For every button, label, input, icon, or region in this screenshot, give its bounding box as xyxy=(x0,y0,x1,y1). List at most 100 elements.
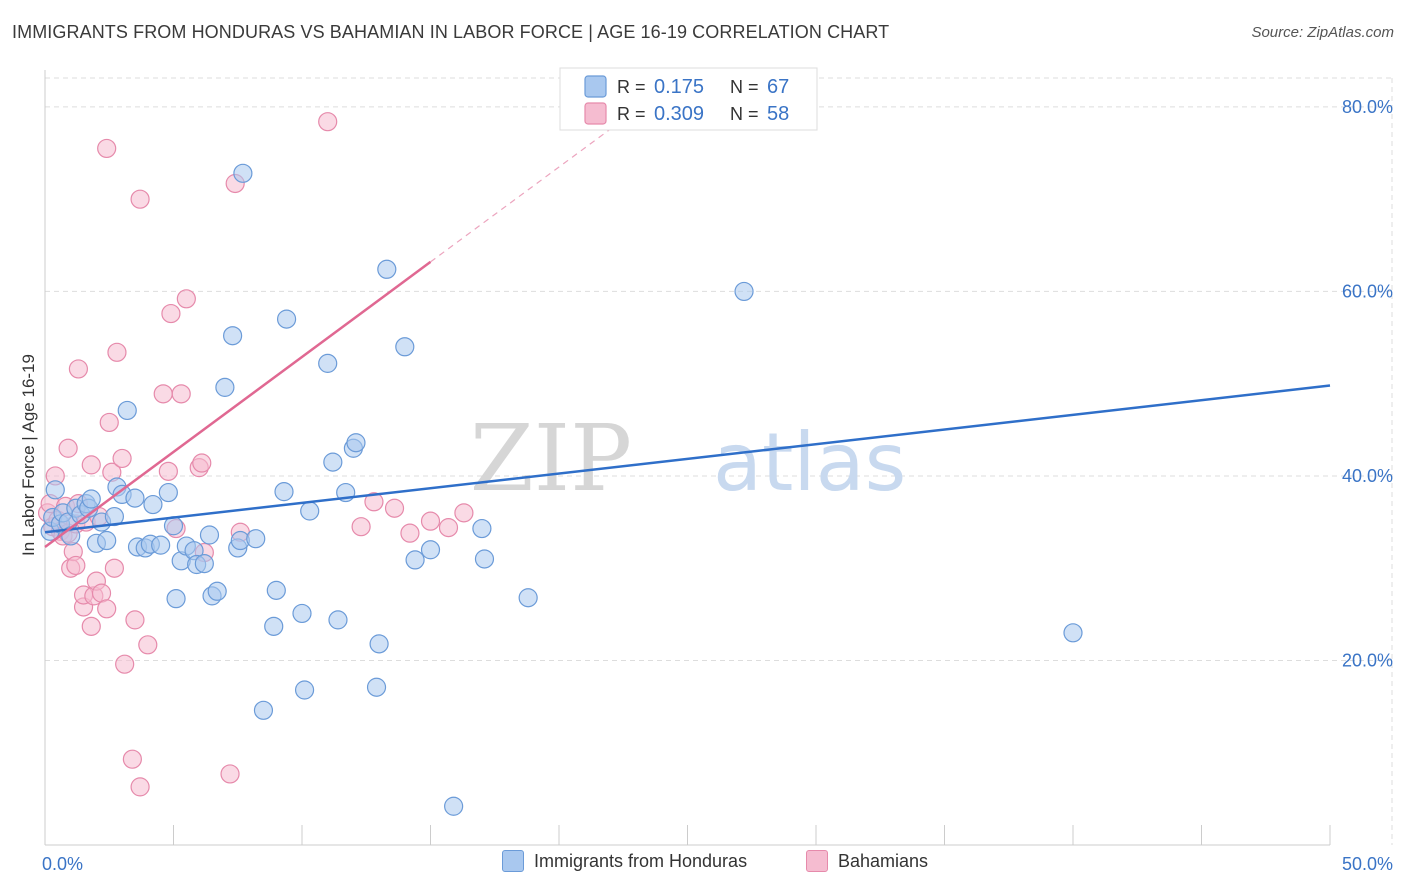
stats-legend-n-value: 58 xyxy=(767,103,789,125)
data-point-honduras xyxy=(323,452,343,472)
data-point-bahamians xyxy=(176,289,196,309)
y-tick-label: 40.0% xyxy=(1342,466,1393,486)
data-point-bahamians xyxy=(420,511,441,531)
data-point-bahamians xyxy=(351,517,371,537)
data-point-honduras xyxy=(166,589,186,609)
axes: 20.0% 40.0% 60.0% 80.0% 0.0% 50.0% xyxy=(42,70,1393,874)
data-point-honduras xyxy=(117,400,137,421)
watermark-zip: ZIP xyxy=(470,405,632,512)
data-point-bahamians xyxy=(68,359,89,379)
data-point-bahamians xyxy=(81,616,101,636)
stats-legend-swatch-pink xyxy=(584,102,607,125)
data-point-bahamians xyxy=(158,461,178,481)
legend-swatch-honduras xyxy=(502,850,524,872)
series-honduras-points xyxy=(40,163,1083,816)
data-point-honduras xyxy=(377,259,397,279)
data-point-bahamians xyxy=(454,503,474,523)
data-point-honduras xyxy=(158,482,178,503)
data-point-bahamians xyxy=(192,453,212,473)
data-point-honduras xyxy=(444,796,464,816)
trend-line-extension-bahamians xyxy=(430,128,611,263)
data-point-bahamians xyxy=(104,558,124,578)
data-point-honduras xyxy=(246,529,266,549)
data-point-honduras xyxy=(472,518,492,539)
data-point-bahamians xyxy=(58,438,78,458)
data-point-honduras xyxy=(328,610,348,630)
data-point-bahamians xyxy=(364,492,384,512)
data-point-bahamians xyxy=(220,764,240,784)
data-point-honduras xyxy=(366,677,387,697)
data-point-bahamians xyxy=(66,555,86,576)
legend-swatch-bahamians xyxy=(806,850,828,872)
legend-item-bahamians[interactable]: Bahamians xyxy=(806,850,928,872)
data-point-bahamians xyxy=(318,112,338,132)
y-tick-label: 60.0% xyxy=(1342,281,1393,301)
data-point-bahamians xyxy=(138,635,158,655)
data-point-bahamians xyxy=(97,138,117,159)
stats-legend: R = 0.175 N = 67 R = 0.309 N = 58 xyxy=(559,67,818,131)
data-point-bahamians xyxy=(161,303,181,324)
legend-item-honduras[interactable]: Immigrants from Honduras xyxy=(502,850,747,872)
data-point-honduras xyxy=(318,353,338,373)
data-point-honduras xyxy=(420,540,441,560)
legend-label-bahamians: Bahamians xyxy=(838,850,929,871)
data-point-honduras xyxy=(346,433,366,453)
y-tick-label: 20.0% xyxy=(1342,650,1393,670)
data-point-bahamians xyxy=(122,749,142,769)
data-point-honduras xyxy=(253,700,274,720)
stats-legend-r-value: 0.309 xyxy=(654,103,704,125)
data-point-honduras xyxy=(207,581,227,601)
stats-legend-n-value: 67 xyxy=(767,76,789,98)
data-point-honduras xyxy=(215,377,235,397)
data-point-bahamians xyxy=(112,448,132,469)
data-point-bahamians xyxy=(115,654,135,674)
data-point-honduras xyxy=(1063,623,1083,643)
x-tick-label: 0.0% xyxy=(42,854,83,874)
data-point-honduras xyxy=(395,337,415,357)
data-point-honduras xyxy=(264,616,284,636)
data-point-bahamians xyxy=(130,777,150,797)
data-point-honduras xyxy=(369,634,389,654)
data-point-honduras xyxy=(143,494,163,515)
stats-legend-r-value: 0.175 xyxy=(654,76,704,98)
trend-line-bahamians xyxy=(44,260,432,548)
data-point-bahamians xyxy=(99,412,119,433)
data-point-bahamians xyxy=(81,455,101,475)
x-tick-label: 50.0% xyxy=(1342,854,1393,874)
data-point-bahamians xyxy=(171,384,191,404)
data-point-honduras xyxy=(97,530,117,551)
data-point-honduras xyxy=(734,281,754,302)
trend-lines xyxy=(44,128,1331,548)
legend-label-honduras: Immigrants from Honduras xyxy=(534,850,748,871)
data-point-honduras xyxy=(233,163,253,183)
data-point-honduras xyxy=(125,488,145,508)
data-point-bahamians xyxy=(125,610,145,630)
data-point-honduras xyxy=(266,580,286,600)
stats-legend-n-label: N = xyxy=(730,77,759,97)
watermark-atlas: atlas xyxy=(713,416,906,509)
stats-legend-swatch-blue xyxy=(584,75,607,98)
data-point-honduras xyxy=(151,535,171,555)
stats-legend-r-label: R = xyxy=(617,104,646,124)
stats-legend-n-label: N = xyxy=(730,104,759,124)
data-point-honduras xyxy=(194,554,214,574)
data-point-honduras xyxy=(292,603,312,624)
data-point-bahamians xyxy=(153,384,173,404)
data-point-honduras xyxy=(45,480,65,500)
bottom-legend: Immigrants from Honduras Bahamians xyxy=(0,850,1406,880)
data-point-honduras xyxy=(518,588,538,608)
data-point-honduras xyxy=(223,326,243,346)
gridlines xyxy=(45,77,1393,845)
data-point-bahamians xyxy=(107,342,127,362)
trend-line-honduras xyxy=(44,384,1331,534)
series-bahamians-points xyxy=(37,112,474,797)
data-point-honduras xyxy=(81,489,101,509)
data-point-bahamians xyxy=(438,518,459,538)
chart-title: IMMIGRANTS FROM HONDURAS VS BAHAMIAN IN … xyxy=(12,22,890,42)
source-label: Source: ZipAtlas.com xyxy=(1251,24,1394,41)
y-tick-label: 80.0% xyxy=(1342,97,1393,117)
y-axis-label: In Labor Force | Age 16-19 xyxy=(19,354,38,556)
data-point-bahamians xyxy=(384,498,405,518)
data-point-honduras xyxy=(474,549,495,569)
